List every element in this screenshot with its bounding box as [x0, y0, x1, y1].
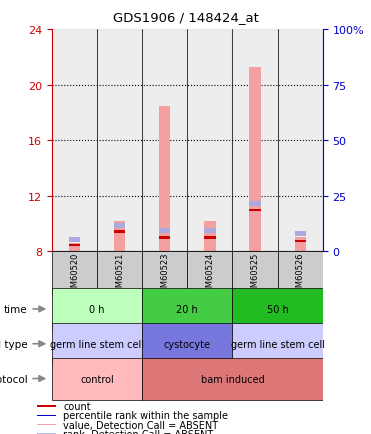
- Text: protocol: protocol: [0, 374, 27, 384]
- Bar: [159, 229, 170, 234]
- Bar: [37, 424, 56, 425]
- Text: count: count: [63, 401, 91, 411]
- Text: 50 h: 50 h: [267, 304, 289, 314]
- Bar: [52, 288, 142, 330]
- Bar: [233, 288, 323, 330]
- Bar: [278, 252, 323, 297]
- Text: percentile rank within the sample: percentile rank within the sample: [63, 411, 228, 421]
- Bar: [187, 252, 233, 297]
- Bar: [114, 230, 125, 233]
- Bar: [52, 323, 142, 365]
- Bar: [142, 288, 233, 330]
- Bar: [204, 229, 216, 234]
- Bar: [159, 237, 170, 239]
- Text: GSM60523: GSM60523: [160, 252, 169, 297]
- Text: GSM60525: GSM60525: [250, 252, 260, 297]
- Bar: [142, 30, 187, 252]
- Bar: [69, 237, 80, 242]
- Text: 0 h: 0 h: [89, 304, 105, 314]
- Bar: [159, 106, 170, 252]
- Bar: [233, 30, 278, 252]
- Bar: [249, 68, 261, 252]
- Text: cell type: cell type: [0, 339, 27, 349]
- Text: cystocyte: cystocyte: [164, 339, 211, 349]
- Bar: [204, 221, 216, 252]
- Text: GSM60521: GSM60521: [115, 252, 124, 297]
- Bar: [114, 221, 125, 252]
- Bar: [142, 323, 233, 365]
- Bar: [69, 244, 80, 247]
- Bar: [69, 243, 80, 252]
- Bar: [37, 405, 56, 407]
- Text: time: time: [4, 304, 27, 314]
- Bar: [52, 358, 142, 400]
- Bar: [204, 237, 216, 239]
- Bar: [233, 323, 323, 365]
- Text: germ line stem cell: germ line stem cell: [231, 339, 325, 349]
- Bar: [233, 252, 278, 297]
- Bar: [97, 252, 142, 297]
- Bar: [278, 30, 323, 252]
- Bar: [37, 433, 56, 434]
- Text: GSM60520: GSM60520: [70, 252, 79, 297]
- Bar: [142, 252, 187, 297]
- Bar: [142, 358, 323, 400]
- Text: value, Detection Call = ABSENT: value, Detection Call = ABSENT: [63, 420, 219, 430]
- Bar: [295, 238, 306, 252]
- Text: GDS1906 / 148424_at: GDS1906 / 148424_at: [112, 11, 259, 24]
- Bar: [249, 201, 261, 206]
- Text: GSM60526: GSM60526: [296, 252, 305, 297]
- Bar: [295, 232, 306, 237]
- Bar: [295, 240, 306, 243]
- Bar: [187, 30, 233, 252]
- Bar: [97, 30, 142, 252]
- Bar: [249, 209, 261, 212]
- Bar: [37, 414, 56, 416]
- Bar: [52, 30, 97, 252]
- Bar: [52, 252, 97, 297]
- Text: GSM60524: GSM60524: [206, 252, 214, 297]
- Text: rank, Detection Call = ABSENT: rank, Detection Call = ABSENT: [63, 429, 214, 434]
- Bar: [114, 224, 125, 228]
- Text: germ line stem cell: germ line stem cell: [50, 339, 144, 349]
- Text: bam induced: bam induced: [201, 374, 265, 384]
- Text: 20 h: 20 h: [177, 304, 198, 314]
- Text: control: control: [80, 374, 114, 384]
